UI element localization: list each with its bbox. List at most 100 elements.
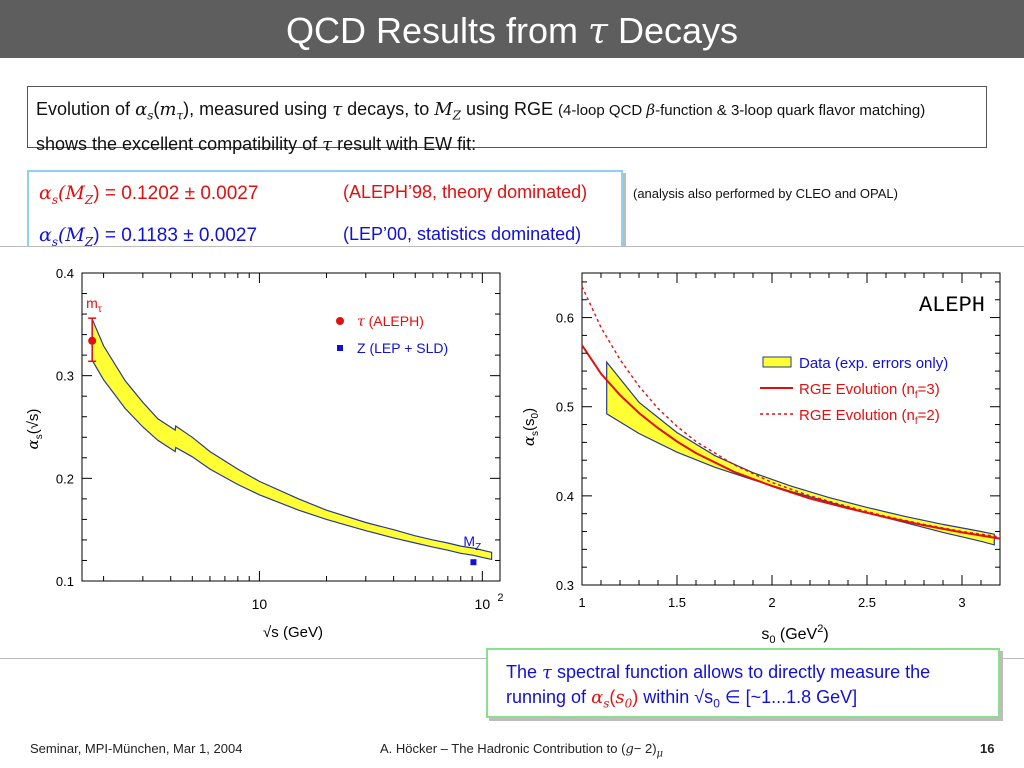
label-main: M (463, 533, 475, 549)
left-ylabel: αs(√s) (24, 409, 45, 450)
alpha-symbol: α (39, 182, 52, 204)
legend-label-end: =2) (918, 407, 940, 424)
note-text: within √s (638, 687, 714, 707)
y-tick-label: 0.1 (56, 574, 74, 589)
footer-mu: μ (656, 748, 664, 760)
Z-sub: Z (84, 234, 94, 249)
z-point-label: MZ (463, 533, 481, 553)
xlabel-sup: 2 (817, 623, 823, 635)
title-main: QCD Results from (285, 10, 579, 51)
title-end: Decays (617, 10, 739, 51)
ylabel-arg: (s (521, 418, 538, 431)
beta-symbol: β (646, 101, 656, 119)
z-point (470, 559, 477, 566)
ylabel-close: ) (521, 408, 538, 413)
intro-small2: -function & 3-loop quark flavor matching… (655, 102, 926, 119)
xlabel-s: s (761, 626, 769, 643)
plots-panel: 0.1 0.2 0.3 0.4 10 10 2 mτ MZ τ (ALEPH) Z (LE… (0, 246, 1024, 659)
analysis-note: (analysis also performed by CLEO and OPA… (633, 186, 898, 201)
running-note-line2: running of αs(s0) within √s0 ∈ [~1...1.8… (506, 685, 998, 716)
alpha-sub: s (51, 234, 59, 249)
legend-label-sub: f (915, 416, 918, 427)
legend-tau-marker (336, 317, 344, 325)
y-tick-label: 0.6 (556, 311, 574, 326)
legend-tau-text: (ALEPH) (365, 313, 424, 329)
results-box: αs(MZ) = 0.1202 ± 0.0027 (ALEPH’98, theo… (27, 170, 623, 254)
xlabel-unit: (GeV (775, 626, 817, 643)
alpha-sub: s (147, 108, 154, 123)
footer-center-text: A. Höcker – The Hadronic Contribution to… (380, 741, 626, 756)
value-text: = 0.1202 ± 0.0027 (99, 183, 259, 204)
note-text: The (506, 662, 543, 682)
charts-svg: 0.10.20.30.4 10 10 2 mτ MZ τ (ALEPH) Z (LE… (24, 266, 1001, 646)
tau-point-label: mτ (86, 295, 102, 315)
x-tick-label: 1.5 (668, 595, 686, 610)
ylabel-arg: (√s) (25, 409, 42, 435)
label-sub: τ (98, 304, 102, 315)
y-tick-label: 0.5 (556, 400, 574, 415)
y-tick-label: 0.3 (56, 369, 74, 384)
right-ytick-labels: 0.3 0.4 0.5 0.6 (556, 311, 574, 593)
ylabel-sub: s (530, 431, 541, 436)
M-symbol: M (434, 99, 453, 120)
rge-nf2-line (581, 286, 1001, 538)
running-note-line1: The τ spectral function allows to direct… (506, 660, 998, 685)
value-text: = 0.1183 ± 0.0027 (99, 225, 258, 246)
running-note: The τ spectral function allows to direct… (486, 648, 1000, 718)
left-ytick-labels: 0.1 0.2 0.3 0.4 (56, 266, 74, 589)
alpha-sub: s (51, 192, 59, 207)
x-tick-label: 3 (958, 595, 965, 610)
footer-center: A. Höcker – The Hadronic Contribution to… (380, 741, 663, 760)
page-number: 16 (980, 741, 995, 756)
legend-band-swatch (762, 356, 792, 368)
legend-z-marker (337, 345, 343, 351)
footer-g: g (625, 742, 634, 757)
M-symbol: (M (58, 182, 85, 204)
title-tau: τ (588, 11, 608, 52)
legend-tau-sym: τ (357, 314, 365, 330)
y-tick-label: 0.4 (56, 266, 74, 281)
paren-close: ) (93, 183, 100, 204)
right-ylabel: αs(s0) (520, 408, 541, 446)
M-symbol: (M (58, 224, 85, 246)
alpha-sub: s (603, 696, 610, 711)
legend-z-label: Z (LEP + SLD) (357, 340, 448, 356)
xlabel-close: ) (823, 626, 828, 643)
tau-point (88, 336, 97, 345)
x-tick-label: 1 (578, 595, 585, 610)
slide-title: QCD Results from τ Decays (0, 0, 1024, 58)
left-xlabel: √s (GeV) (263, 624, 323, 641)
paren-close: ) (183, 99, 190, 119)
ylabel-alpha: α (520, 436, 538, 446)
legend-label-main: RGE Evolution (n (799, 407, 915, 424)
Z-sub: Z (452, 108, 461, 123)
alpha-symbol: α (39, 224, 52, 246)
y-tick-label: 0.4 (556, 489, 574, 504)
ylabel-sub: s (34, 434, 45, 439)
label-main: m (86, 295, 98, 311)
sqrt-s0-sub: 0 (713, 696, 720, 711)
left-ticks (82, 272, 500, 582)
footer-left: Seminar, MPI-München, Mar 1, 2004 (30, 741, 243, 756)
intro-small1: (4-loop QCD (558, 102, 647, 119)
x-tick-label: 10 (252, 596, 268, 612)
legend-label-sub: f (915, 390, 918, 401)
legend-tau-label: τ (ALEPH) (357, 313, 424, 330)
left-band (91, 318, 493, 561)
x-tick-label: 2.5 (858, 595, 876, 610)
Z-sub: Z (84, 192, 94, 207)
legend-band-label: Data (exp. errors only) (799, 355, 948, 372)
element-of: ∈ (719, 687, 746, 707)
legend-label-end: =3) (918, 381, 940, 398)
note-text: spectral function allows to directly mea… (552, 662, 931, 682)
result-lep-value: αs(MZ) = 0.1183 ± 0.0027 (39, 224, 257, 249)
note-text: running of (506, 687, 592, 707)
s0-symbol: s (615, 687, 625, 708)
tau-symbol: τ (542, 662, 552, 683)
tau-sub: τ (176, 108, 184, 123)
result-aleph-note: (ALEPH’98, theory dominated) (343, 182, 588, 202)
paren-close: ) (632, 687, 639, 707)
intro-p6: result with EW fit: (332, 133, 477, 154)
intro-p2: , measured using (189, 99, 333, 119)
alpha-symbol: α (591, 687, 604, 708)
